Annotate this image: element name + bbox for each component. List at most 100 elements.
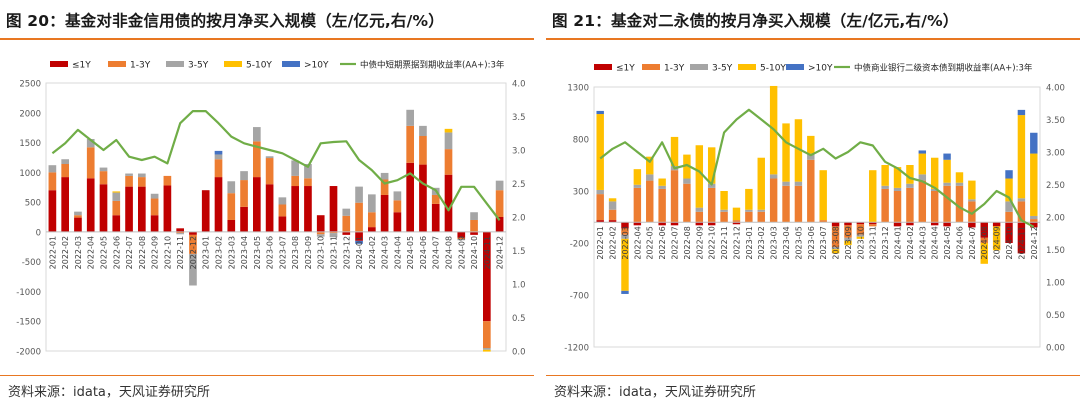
bar-segment bbox=[819, 170, 827, 221]
bar-segment bbox=[291, 186, 299, 232]
bar-segment bbox=[457, 239, 466, 241]
x-axis-tick-label: 2022-06 bbox=[112, 236, 121, 269]
x-axis-tick-label: 2022-12 bbox=[732, 226, 741, 259]
bar-segment bbox=[1030, 219, 1038, 223]
bar-segment bbox=[782, 185, 790, 223]
x-axis-tick-label: 2024-03 bbox=[918, 226, 927, 259]
bar-segment bbox=[189, 253, 197, 286]
x-axis-tick-label: 2024-07 bbox=[968, 226, 977, 259]
bar-segment bbox=[189, 231, 197, 235]
bar-segment bbox=[176, 233, 184, 235]
bar-segment bbox=[943, 153, 951, 160]
bar-segment bbox=[906, 187, 914, 223]
title-divider bbox=[0, 38, 534, 40]
bar-segment bbox=[893, 222, 902, 227]
bar-segment bbox=[406, 125, 414, 163]
bar-segment bbox=[214, 177, 223, 232]
x-axis-tick-label: 2024-01 bbox=[894, 226, 903, 259]
bar-segment bbox=[918, 174, 927, 181]
bar-segment bbox=[794, 181, 803, 186]
bar-segment bbox=[633, 169, 642, 185]
bar-segment bbox=[782, 181, 790, 186]
bar-segment bbox=[431, 203, 440, 232]
bar-segment bbox=[968, 199, 976, 202]
x-axis-tick-label: 2024-07 bbox=[432, 236, 441, 269]
bar-segment bbox=[1030, 132, 1038, 154]
bar-segment bbox=[893, 187, 902, 191]
bar-segment bbox=[695, 211, 704, 223]
bar-segment bbox=[342, 231, 351, 235]
bar-segment bbox=[844, 240, 852, 246]
legend-swatch bbox=[738, 64, 756, 70]
bar-segment bbox=[918, 153, 927, 175]
bar-segment bbox=[596, 189, 604, 195]
x-axis-tick-label: 2024-09 bbox=[457, 236, 466, 269]
bar-segment bbox=[646, 180, 654, 223]
chart-title: 图 20：基金对非金信用债的按月净买入规模（左/亿元,右/%） bbox=[6, 12, 444, 30]
legend-label: 中债中短期票据到期收益率(AA+):3年 bbox=[360, 60, 505, 71]
bar-segment bbox=[707, 222, 716, 226]
bar-segment bbox=[596, 194, 604, 221]
bar-segment bbox=[291, 160, 299, 176]
x-axis-tick-label: 2024-02 bbox=[368, 236, 377, 269]
bar-segment bbox=[608, 201, 617, 210]
y-axis-tick-label: 1500 bbox=[19, 139, 41, 149]
bar-segment bbox=[794, 119, 803, 182]
y-axis-tick-label: -1500 bbox=[16, 318, 41, 328]
bar-segment bbox=[1030, 215, 1038, 220]
bar-segment bbox=[253, 141, 261, 178]
bar-segment bbox=[670, 170, 679, 223]
x-axis-tick-label: 2024-11 bbox=[1017, 226, 1026, 259]
bar-segment bbox=[444, 174, 453, 232]
x-axis-tick-label: 2023-11 bbox=[330, 236, 339, 269]
legend-swatch bbox=[594, 64, 612, 70]
y-axis-tick-label: -1000 bbox=[16, 288, 41, 298]
bar-segment bbox=[968, 180, 976, 200]
stacked-bar-line-chart-21: -1200 -700 -200 300 800 1300 0.00 0.50 1.00 1.50 2… bbox=[564, 63, 1065, 354]
x-axis-tick-label: 2022-04 bbox=[87, 236, 96, 269]
y-axis-tick-label: 2500 bbox=[19, 80, 41, 90]
bar-segment bbox=[214, 150, 223, 155]
x-axis-tick-label: 2023-10 bbox=[317, 236, 326, 269]
x-axis-tick-label: 2023-08 bbox=[291, 236, 300, 269]
plot-area bbox=[593, 86, 1041, 348]
bar-segment bbox=[658, 185, 666, 189]
bar-segment bbox=[48, 165, 57, 173]
bar-segment bbox=[483, 231, 491, 322]
x-axis-tick-label: 2022-05 bbox=[100, 236, 109, 269]
bar-segment bbox=[683, 183, 691, 223]
bar-segment bbox=[831, 247, 840, 250]
bar-segment bbox=[608, 209, 617, 221]
bar-segment bbox=[355, 186, 363, 203]
bar-segment bbox=[745, 211, 753, 223]
bar-segment bbox=[112, 191, 121, 193]
legend-label: 中债商业银行二级资本债到期收益率(AA+):3年 bbox=[854, 63, 1033, 74]
x-axis-tick-label: 2024-06 bbox=[419, 236, 428, 269]
bar-segment bbox=[670, 136, 679, 167]
bar-segment bbox=[329, 186, 338, 232]
legend-label: 5-10Y bbox=[760, 64, 786, 74]
x-axis-tick-label: 2023-03 bbox=[227, 236, 236, 269]
x-axis-tick-label: 2022-09 bbox=[151, 236, 160, 269]
bar-segment bbox=[227, 181, 236, 194]
bar-segment bbox=[214, 154, 223, 160]
bar-segment bbox=[621, 234, 629, 239]
bar-segment bbox=[1017, 201, 1026, 223]
x-axis-tick-label: 2024-12 bbox=[496, 236, 505, 269]
bar-segment bbox=[658, 178, 666, 186]
x-axis-tick-label: 2023-05 bbox=[253, 236, 262, 269]
bar-segment bbox=[596, 110, 604, 115]
x-axis-tick-label: 2023-12 bbox=[342, 236, 351, 269]
bar-segment bbox=[86, 147, 95, 179]
bar-segment bbox=[138, 173, 146, 178]
bar-segment bbox=[125, 175, 133, 187]
bar-segment bbox=[444, 149, 453, 175]
source-note: 资料来源：idata，天风证券研究所 bbox=[8, 385, 210, 400]
bar-segment bbox=[278, 204, 287, 217]
bar-segment bbox=[720, 211, 728, 223]
bar-segment bbox=[176, 228, 184, 232]
bar-segment bbox=[48, 190, 57, 232]
bar-segment bbox=[457, 231, 466, 238]
bar-segment bbox=[457, 237, 466, 240]
bar-segment bbox=[831, 249, 840, 254]
